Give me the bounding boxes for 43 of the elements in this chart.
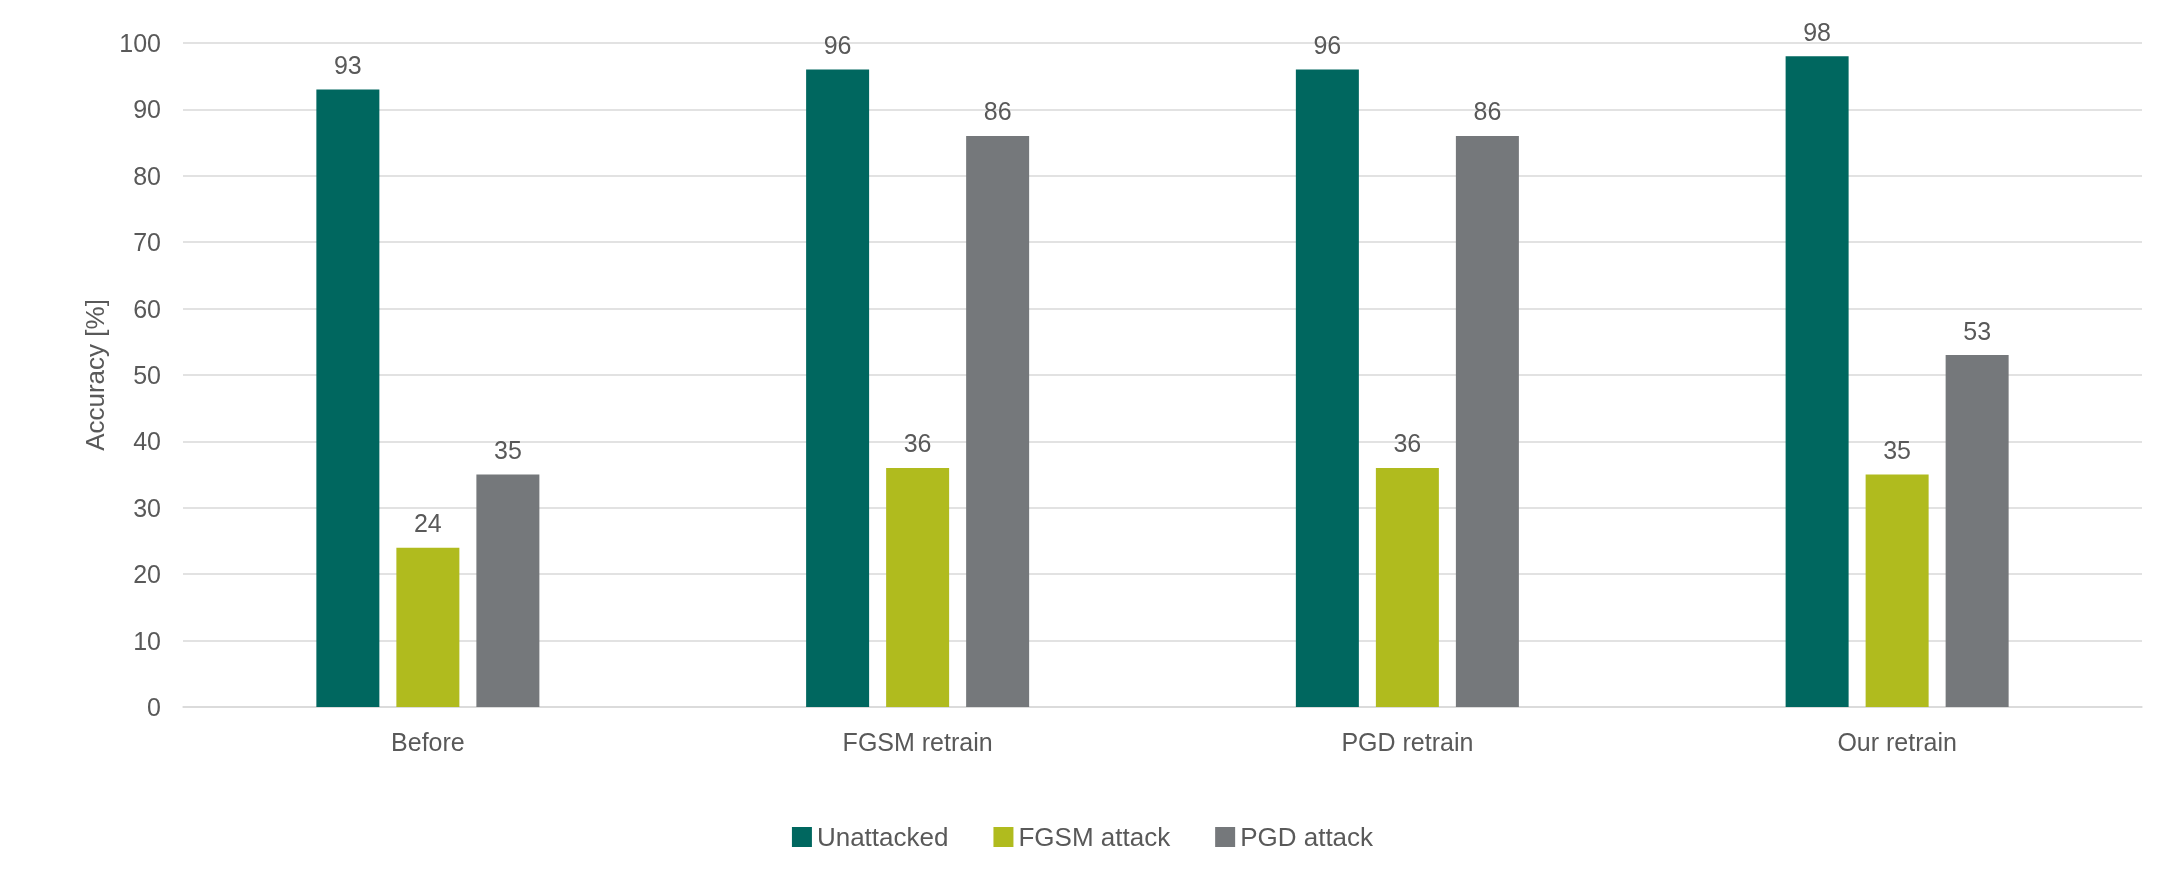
data-label: 35 — [1883, 436, 1912, 465]
y-tick-label: 90 — [133, 95, 161, 124]
bar — [476, 474, 540, 707]
data-label: 53 — [1963, 316, 1992, 345]
y-tick-label: 20 — [133, 560, 161, 589]
x-tick-label: PGD retrain — [1341, 727, 1474, 756]
data-label: 86 — [983, 97, 1012, 126]
y-tick-label: 0 — [147, 693, 161, 721]
bar — [316, 89, 380, 707]
y-tick-label: 30 — [133, 493, 161, 522]
data-label: 86 — [1473, 97, 1502, 126]
data-label: 98 — [1803, 17, 1832, 46]
bar — [966, 135, 1030, 707]
y-tick-label: 40 — [133, 427, 161, 456]
y-tick-label: 100 — [119, 29, 161, 57]
data-label: 96 — [823, 31, 852, 60]
legend-label: FGSM attack — [1018, 822, 1172, 852]
x-tick-label: Before — [391, 727, 465, 756]
bar — [806, 69, 870, 707]
data-label: 93 — [333, 50, 362, 79]
data-label: 35 — [493, 436, 522, 465]
legend-label: PGD attack — [1240, 822, 1375, 852]
y-tick-label: 70 — [133, 228, 161, 257]
data-label: 24 — [413, 509, 442, 538]
data-label: 36 — [1393, 429, 1422, 458]
bar — [396, 547, 460, 707]
bar — [1295, 69, 1359, 707]
legend-label: Unattacked — [816, 822, 949, 852]
bar — [1945, 355, 2009, 707]
y-tick-label: 80 — [133, 161, 161, 190]
bar — [1785, 56, 1849, 707]
y-tick-label: 50 — [133, 361, 161, 389]
y-axis-title: Accuracy [%] — [80, 299, 111, 451]
data-label: 36 — [903, 429, 932, 458]
bar — [886, 467, 950, 707]
bar — [1375, 467, 1439, 707]
bar — [1865, 474, 1929, 707]
y-tick-label: 60 — [133, 294, 161, 323]
x-tick-label: FGSM retrain — [842, 727, 993, 756]
bar — [1455, 135, 1519, 707]
y-tick-label: 10 — [133, 626, 161, 655]
x-tick-label: Our retrain — [1837, 727, 1957, 756]
data-label: 96 — [1313, 31, 1342, 60]
